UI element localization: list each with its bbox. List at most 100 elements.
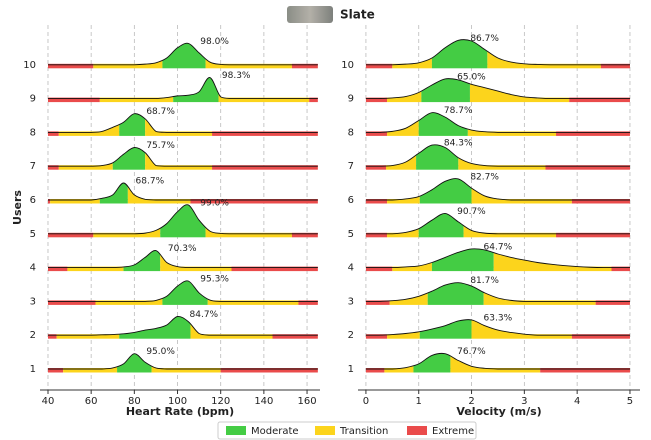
zone-fill <box>366 353 630 369</box>
zone-fill <box>366 353 630 369</box>
zone-bar <box>100 199 128 204</box>
zone-fill <box>48 147 318 166</box>
zone-fill <box>48 147 318 166</box>
value-label: 64.7% <box>484 242 513 252</box>
value-label: 95.0% <box>146 347 175 357</box>
x-tick-label: 40 <box>42 396 55 407</box>
y-tick-label: 1 <box>30 364 36 375</box>
zone-fill <box>48 205 318 234</box>
zone-bar <box>421 98 470 103</box>
ridge: 76.7% <box>366 347 630 372</box>
zone-fill <box>48 183 318 200</box>
y-tick-label: 6 <box>348 195 354 206</box>
y-tick-label: 7 <box>30 161 36 172</box>
chart-title: Slate <box>340 8 375 22</box>
ridge: 95.3% <box>48 275 318 305</box>
zone-fill <box>366 213 630 233</box>
zone-fill <box>48 183 318 200</box>
zone-fill <box>48 316 318 335</box>
zone-bar <box>160 233 205 238</box>
ridge: 75.7% <box>48 141 318 170</box>
zone-bar <box>419 131 468 136</box>
ridge: 98.0% <box>48 37 318 68</box>
y-tick-label: 7 <box>348 161 354 172</box>
zone-fill <box>48 114 318 133</box>
y-axis-label: Users <box>11 190 24 225</box>
zone-fill <box>366 113 630 133</box>
value-label: 84.7% <box>190 310 219 320</box>
ridge: 65.0% <box>366 72 630 102</box>
ridge: 63.3% <box>366 313 630 338</box>
zone-fill <box>366 213 630 233</box>
chart: Slate Moderate Transition Extreme 406080… <box>0 0 651 440</box>
value-label: 84.3% <box>444 139 473 149</box>
y-tick-label: 4 <box>348 263 354 274</box>
zone-fill <box>48 183 318 200</box>
y-tick-label: 4 <box>30 263 36 274</box>
x-axis-label: Velocity (m/s) <box>456 405 541 418</box>
zone-bar <box>420 334 472 339</box>
title-thumbnail <box>287 6 333 23</box>
zone-bar <box>124 267 161 272</box>
zone-fill <box>48 354 318 369</box>
y-tick-label: 3 <box>30 296 36 307</box>
zone-fill <box>48 114 318 133</box>
value-label: 76.7% <box>457 347 486 357</box>
ridge: 90.7% <box>366 207 630 237</box>
y-tick-label: 6 <box>30 195 36 206</box>
x-tick-label: 160 <box>298 396 317 407</box>
ridge: 81.7% <box>366 276 630 305</box>
ridge: 68.7% <box>48 177 318 204</box>
zone-fill <box>48 354 318 369</box>
x-tick-label: 5 <box>627 396 633 407</box>
zone-fill <box>48 354 318 369</box>
zone-bar <box>113 165 145 170</box>
x-tick-label: 60 <box>85 396 98 407</box>
density-line <box>48 77 318 98</box>
density-line <box>48 114 318 133</box>
x-axis-label: Heart Rate (bpm) <box>126 405 234 418</box>
legend: Moderate Transition Extreme <box>218 422 476 439</box>
y-tick-label: 5 <box>30 229 36 240</box>
y-tick-label: 8 <box>348 127 354 138</box>
value-label: 99.0% <box>200 198 229 208</box>
legend-label: Moderate <box>251 426 299 437</box>
zone-fill <box>48 183 318 200</box>
legend-swatch <box>407 426 427 435</box>
value-label: 68.7% <box>146 107 175 117</box>
page: {"title": "Slate", "legend": [{"name": "… <box>0 0 651 440</box>
zone-fill <box>48 114 318 133</box>
value-label: 65.0% <box>457 72 486 82</box>
legend-label: Extreme <box>432 426 474 437</box>
zone-bar <box>173 98 218 103</box>
zone-bar <box>419 233 464 238</box>
value-label: 82.7% <box>470 172 499 182</box>
ridge: 68.7% <box>48 107 318 136</box>
zone-fill <box>366 213 630 233</box>
density-line <box>48 354 318 369</box>
ridge: 70.3% <box>48 244 318 271</box>
zone-bar <box>162 300 207 305</box>
value-label: 68.7% <box>136 177 165 187</box>
value-label: 75.7% <box>146 141 175 151</box>
zone-fill <box>366 353 630 369</box>
zone-bar <box>162 64 205 69</box>
y-tick-label: 2 <box>348 330 354 341</box>
y-tick-label: 8 <box>30 127 36 138</box>
zone-bar <box>432 267 494 272</box>
density-line <box>366 213 630 233</box>
zone-fill <box>48 114 318 133</box>
density-line <box>48 183 318 200</box>
zone-fill <box>366 145 630 166</box>
zone-fill <box>48 43 318 65</box>
value-label: 78.7% <box>444 106 473 116</box>
density-line <box>48 147 318 166</box>
value-label: 81.7% <box>470 276 499 286</box>
zone-fill <box>48 354 318 369</box>
ridge: 98.3% <box>48 71 318 102</box>
ridge: 64.7% <box>366 242 630 271</box>
zone-bar <box>428 300 484 305</box>
y-tick-label: 9 <box>30 94 36 105</box>
value-label: 90.7% <box>457 207 486 217</box>
y-tick-label: 1 <box>348 364 354 375</box>
